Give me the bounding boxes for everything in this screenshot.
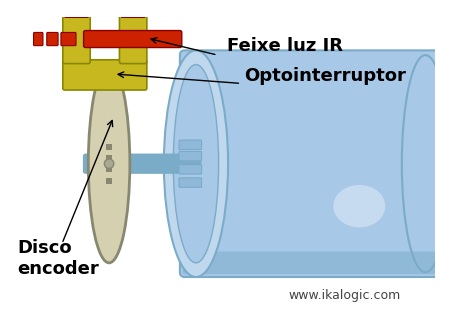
Text: S: S bbox=[129, 0, 136, 7]
Bar bbox=[106, 144, 112, 150]
FancyBboxPatch shape bbox=[84, 154, 201, 173]
FancyBboxPatch shape bbox=[122, 0, 145, 17]
Text: www.ikalogic.com: www.ikalogic.com bbox=[288, 290, 401, 302]
Text: R: R bbox=[72, 0, 80, 7]
Bar bbox=[106, 166, 112, 172]
FancyBboxPatch shape bbox=[65, 0, 88, 17]
Bar bbox=[106, 178, 112, 183]
Text: Optointerruptor: Optointerruptor bbox=[244, 67, 406, 85]
Ellipse shape bbox=[173, 65, 219, 263]
FancyBboxPatch shape bbox=[47, 32, 58, 46]
FancyBboxPatch shape bbox=[61, 32, 76, 46]
Text: Disco
encoder: Disco encoder bbox=[18, 239, 99, 278]
FancyBboxPatch shape bbox=[119, 0, 147, 63]
FancyBboxPatch shape bbox=[183, 252, 437, 274]
Ellipse shape bbox=[164, 50, 228, 277]
FancyBboxPatch shape bbox=[84, 30, 182, 48]
Ellipse shape bbox=[402, 55, 449, 272]
FancyBboxPatch shape bbox=[34, 32, 43, 46]
Ellipse shape bbox=[88, 65, 130, 263]
Ellipse shape bbox=[104, 159, 114, 169]
FancyBboxPatch shape bbox=[180, 50, 440, 277]
Ellipse shape bbox=[333, 185, 385, 227]
FancyBboxPatch shape bbox=[179, 165, 202, 174]
FancyBboxPatch shape bbox=[63, 0, 90, 63]
FancyBboxPatch shape bbox=[179, 151, 202, 161]
FancyBboxPatch shape bbox=[63, 60, 147, 90]
Ellipse shape bbox=[166, 55, 222, 272]
FancyBboxPatch shape bbox=[179, 140, 202, 150]
Bar bbox=[106, 155, 112, 161]
FancyBboxPatch shape bbox=[179, 178, 202, 187]
Text: Feixe luz IR: Feixe luz IR bbox=[227, 37, 343, 55]
